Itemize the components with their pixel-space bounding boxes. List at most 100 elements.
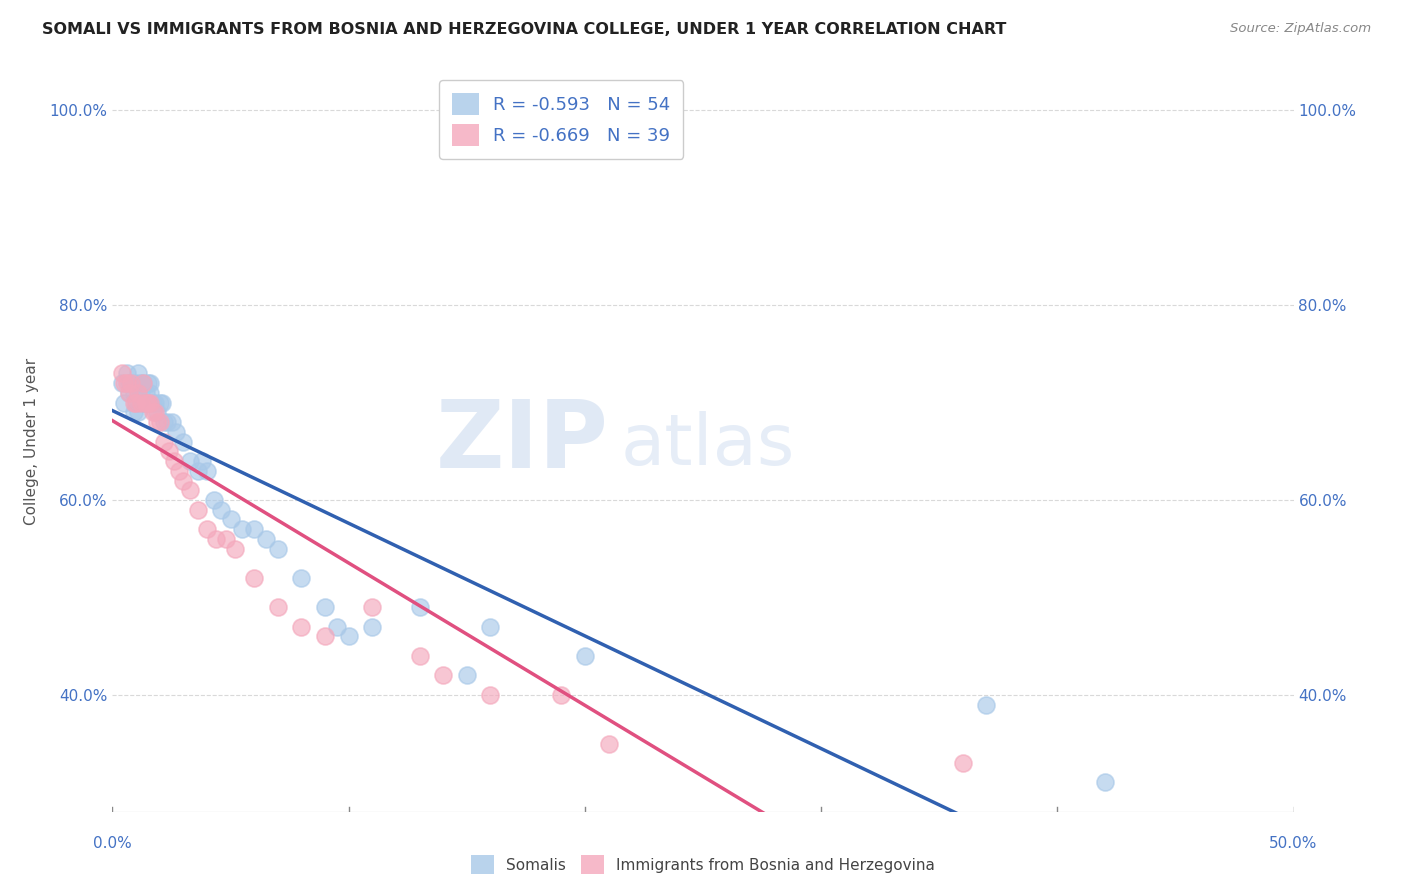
Legend: Somalis, Immigrants from Bosnia and Herzegovina: Somalis, Immigrants from Bosnia and Herz… <box>465 849 941 880</box>
Point <box>165 425 187 439</box>
Point <box>135 395 157 409</box>
Point <box>186 464 208 478</box>
Point <box>153 415 176 429</box>
Point <box>314 629 336 643</box>
Point <box>136 395 159 409</box>
Text: Source: ZipAtlas.com: Source: ZipAtlas.com <box>1230 22 1371 36</box>
Point <box>129 376 152 390</box>
Point <box>135 395 157 409</box>
Point <box>205 532 228 546</box>
Point <box>115 367 138 381</box>
Point <box>122 385 145 400</box>
Point <box>143 395 166 409</box>
Point <box>146 415 169 429</box>
Point <box>1094 775 1116 789</box>
Point <box>314 600 336 615</box>
Point <box>290 571 312 585</box>
Point <box>195 464 218 478</box>
Point <box>139 385 162 400</box>
Point <box>149 415 172 429</box>
Point <box>219 512 242 526</box>
Point <box>122 395 145 409</box>
Point <box>135 385 157 400</box>
Point <box>111 376 134 390</box>
Point <box>202 493 225 508</box>
Point <box>479 688 502 702</box>
Point <box>224 541 246 556</box>
Point <box>179 483 201 498</box>
Point <box>598 737 620 751</box>
Point <box>191 454 214 468</box>
Legend: R = -0.593   N = 54, R = -0.669   N = 39: R = -0.593 N = 54, R = -0.669 N = 39 <box>439 80 683 159</box>
Text: 50.0%: 50.0% <box>1270 836 1317 851</box>
Point <box>139 395 162 409</box>
Point <box>209 502 232 516</box>
Point <box>179 454 201 468</box>
Point <box>111 367 134 381</box>
Point <box>456 668 478 682</box>
Point <box>149 395 172 409</box>
Point <box>136 376 159 390</box>
Point <box>267 600 290 615</box>
Point <box>143 405 166 419</box>
Point <box>139 376 162 390</box>
Point <box>172 434 194 449</box>
Point <box>976 698 998 712</box>
Point <box>112 395 135 409</box>
Point <box>361 600 384 615</box>
Point <box>163 454 186 468</box>
Text: SOMALI VS IMMIGRANTS FROM BOSNIA AND HERZEGOVINA COLLEGE, UNDER 1 YEAR CORRELATI: SOMALI VS IMMIGRANTS FROM BOSNIA AND HER… <box>42 22 1007 37</box>
Point <box>408 648 430 663</box>
Point <box>125 395 148 409</box>
Point <box>115 376 138 390</box>
Point <box>215 532 238 546</box>
Point <box>432 668 454 682</box>
Point <box>118 376 141 390</box>
Point <box>361 620 384 634</box>
Point <box>290 620 312 634</box>
Point <box>129 395 152 409</box>
Point <box>118 385 141 400</box>
Point <box>142 405 165 419</box>
Point <box>408 600 430 615</box>
Point <box>120 376 142 390</box>
Point <box>112 376 135 390</box>
Point <box>172 474 194 488</box>
Point <box>127 367 149 381</box>
Point <box>160 415 183 429</box>
Point <box>156 415 179 429</box>
Point <box>231 522 253 536</box>
Point <box>122 405 145 419</box>
Point <box>120 376 142 390</box>
Point <box>243 571 266 585</box>
Point <box>479 620 502 634</box>
Point <box>127 385 149 400</box>
Point <box>146 405 169 419</box>
Point <box>337 629 360 643</box>
Text: 0.0%: 0.0% <box>93 836 132 851</box>
Point <box>267 541 290 556</box>
Point <box>157 444 180 458</box>
Point <box>150 395 173 409</box>
Point <box>118 385 141 400</box>
Point <box>125 376 148 390</box>
Point <box>132 376 155 390</box>
Point <box>550 688 572 702</box>
Point <box>254 532 277 546</box>
Y-axis label: College, Under 1 year: College, Under 1 year <box>24 358 38 525</box>
Point <box>326 620 349 634</box>
Point <box>195 522 218 536</box>
Point <box>132 395 155 409</box>
Point <box>142 395 165 409</box>
Point <box>136 395 159 409</box>
Point <box>153 434 176 449</box>
Point <box>167 464 190 478</box>
Point <box>243 522 266 536</box>
Point <box>132 376 155 390</box>
Point <box>127 405 149 419</box>
Text: ZIP: ZIP <box>436 395 609 488</box>
Point <box>125 395 148 409</box>
Text: atlas: atlas <box>620 410 794 480</box>
Point <box>129 385 152 400</box>
Point <box>952 756 974 770</box>
